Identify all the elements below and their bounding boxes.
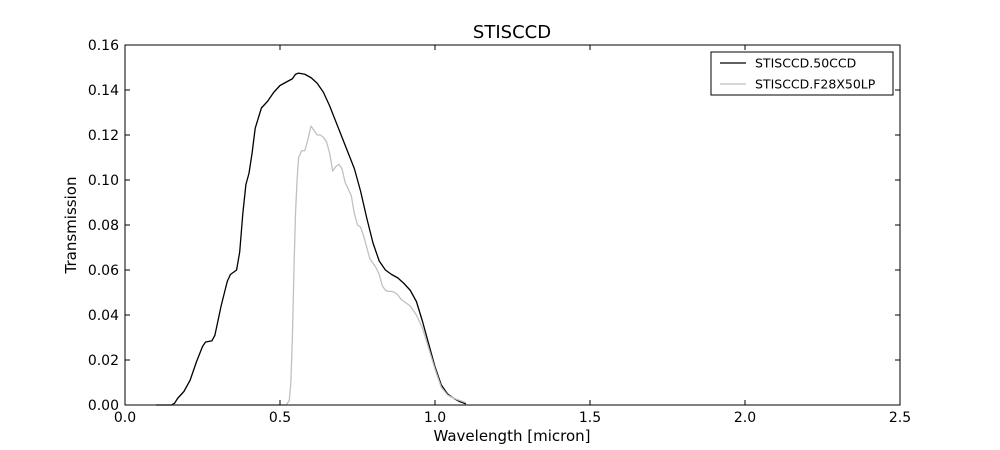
y-tick-label: 0.06 [88, 263, 119, 279]
series-line-1 [156, 72, 467, 406]
y-axis: 0.00 0.02 0.04 0.06 0.08 0.10 0.12 0.14 0.16 [88, 38, 900, 414]
x-tick-label: 0.0 [114, 410, 136, 426]
x-tick-label: 2.0 [734, 410, 756, 426]
legend-label-series-2: STISCCD.F28X50LP [755, 77, 876, 92]
series-layer [156, 72, 467, 406]
x-tick-label: 0.5 [269, 410, 291, 426]
x-axis-label: Wavelength [micron] [433, 427, 590, 445]
y-tick-label: 0.02 [88, 353, 119, 369]
plot-area [125, 45, 900, 405]
y-tick-label: 0.16 [88, 38, 119, 54]
y-tick-label: 0.04 [88, 308, 119, 324]
y-tick-label: 0.00 [88, 398, 119, 414]
chart-title: STISCCD [473, 22, 551, 43]
x-tick-label: 1.5 [579, 410, 601, 426]
x-axis: 0.0 0.5 1.0 1.5 2.0 2.5 [114, 45, 911, 426]
y-tick-label: 0.14 [88, 83, 119, 99]
series-line-2 [156, 125, 467, 406]
y-axis-label: Transmission [62, 177, 80, 275]
y-tick-label: 0.08 [88, 218, 119, 234]
x-tick-label: 1.0 [424, 410, 446, 426]
y-tick-label: 0.12 [88, 128, 119, 144]
legend-box [710, 51, 894, 96]
x-tick-label: 2.5 [889, 410, 911, 426]
legend: STISCCD.50CCD STISCCD.F28X50LP [710, 51, 894, 96]
legend-label-series-1: STISCCD.50CCD [755, 56, 856, 71]
y-tick-label: 0.10 [88, 173, 119, 189]
